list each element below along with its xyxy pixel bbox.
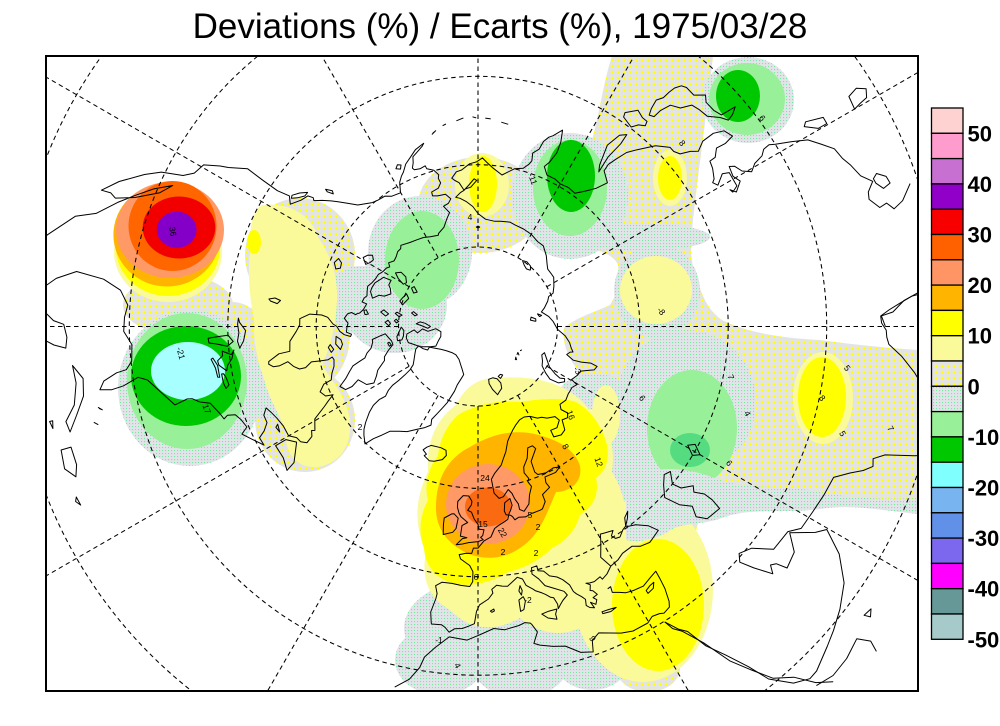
svg-text:20: 20 [968,273,992,298]
svg-text:6: 6 [724,458,735,468]
svg-text:2: 2 [534,548,539,558]
svg-text:4: 4 [452,661,463,670]
svg-text:-21: -21 [174,346,187,361]
svg-text:22: 22 [496,526,510,539]
svg-text:10: 10 [968,324,992,349]
svg-text:6: 6 [637,393,648,403]
svg-text:12: 12 [593,456,606,469]
svg-text:-1: -1 [435,635,443,645]
svg-text:40: 40 [968,172,992,197]
svg-text:-10: -10 [968,425,1000,450]
svg-text:-20: -20 [968,476,1000,501]
svg-text:2: 2 [536,522,541,532]
svg-text:-2: -2 [524,595,532,605]
svg-text:9: 9 [587,634,598,643]
svg-text:-30: -30 [968,526,1000,551]
svg-text:24: 24 [480,473,490,483]
svg-text:-50: -50 [968,627,1000,652]
svg-text:-11: -11 [526,172,539,187]
svg-text:8: 8 [817,393,828,403]
svg-text:5: 5 [837,429,848,438]
svg-text:50: 50 [968,121,992,146]
svg-text:0: 0 [968,374,980,399]
svg-text:Deviations (%) / Ecarts (%), 1: Deviations (%) / Ecarts (%), 1975/03/28 [193,7,808,46]
svg-text:15: 15 [478,519,488,529]
svg-text:8: 8 [560,442,571,451]
svg-text:7: 7 [725,373,736,381]
svg-text:17: 17 [201,403,214,416]
svg-text:4: 4 [468,212,473,222]
svg-text:36: 36 [167,226,179,237]
svg-text:5: 5 [842,363,853,373]
svg-text:8: 8 [677,138,688,148]
svg-text:16: 16 [565,409,578,422]
svg-text:2: 2 [501,547,506,557]
svg-text:7: 7 [885,424,896,433]
svg-text:5: 5 [528,510,533,520]
svg-text:6: 6 [757,113,768,123]
svg-text:-40: -40 [968,577,1000,602]
svg-text:4: 4 [742,409,753,418]
svg-text:-3: -3 [571,365,584,377]
svg-text:6: 6 [474,572,479,582]
svg-text:30: 30 [968,223,992,248]
svg-text:2: 2 [358,422,363,432]
